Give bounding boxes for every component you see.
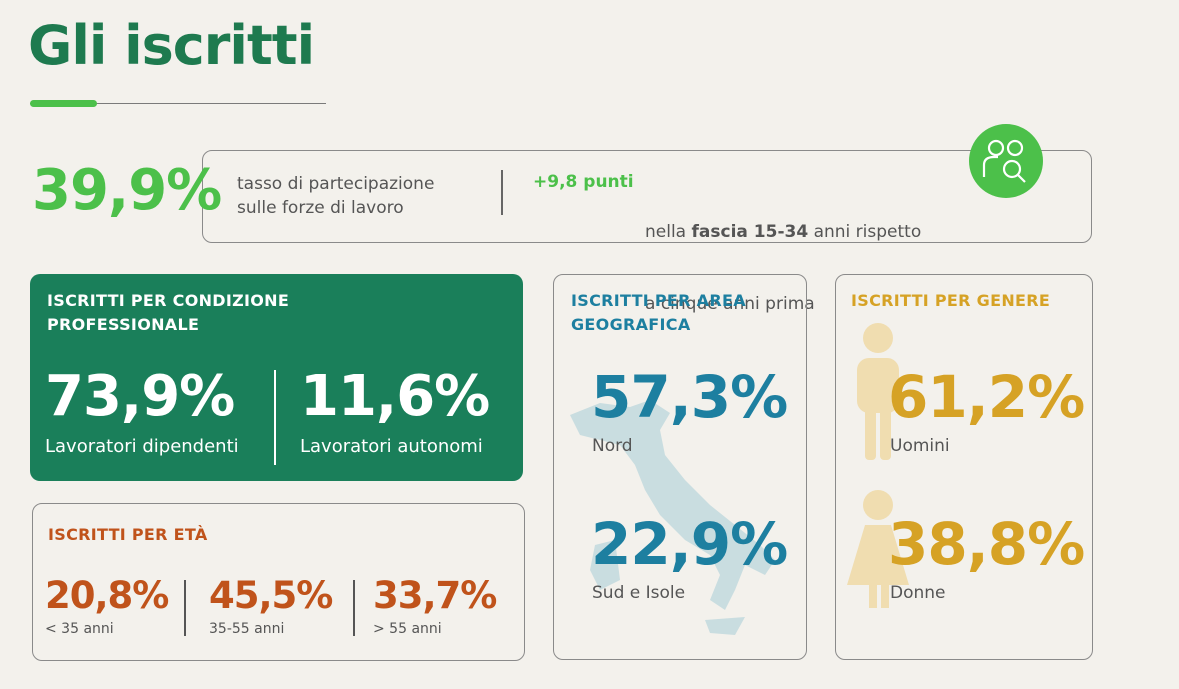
divider xyxy=(274,370,276,465)
highlight: +9,8 punti xyxy=(533,172,634,192)
divider xyxy=(184,580,186,636)
section-title: ISCRITTI PER AREA GEOGRAFICA xyxy=(571,289,746,337)
label: Lavoratori autonomi xyxy=(300,436,483,457)
note-line: nella fascia 15-34 anni rispetto xyxy=(645,220,921,244)
title-line: GEOGRAFICA xyxy=(571,315,691,334)
title-accent xyxy=(30,100,97,107)
label: Uomini xyxy=(890,436,950,456)
value: 20,8% xyxy=(45,574,169,617)
gender-box xyxy=(835,274,1093,660)
title-line: ISCRITTI PER CONDIZIONE xyxy=(47,291,290,310)
note: nella fascia 15-34 anni rispetto a cinqu… xyxy=(645,172,921,340)
label-line: sulle forze di lavoro xyxy=(237,198,404,218)
divider xyxy=(501,170,503,215)
label: 35-55 anni xyxy=(209,621,285,637)
label-line: tasso di partecipazione xyxy=(237,174,435,194)
note-text: nella xyxy=(645,222,692,242)
participation-box xyxy=(202,150,1092,243)
italy-map xyxy=(570,400,775,635)
title-rule xyxy=(30,103,326,104)
value: 57,3% xyxy=(591,363,788,431)
value: 11,6% xyxy=(300,364,490,429)
label: Lavoratori dipendenti xyxy=(45,436,239,457)
divider xyxy=(353,580,355,636)
note-text: anni rispetto xyxy=(808,222,922,242)
condition-box xyxy=(30,274,523,481)
section-title: ISCRITTI PER ETÀ xyxy=(48,525,208,544)
area-box xyxy=(553,274,807,660)
label: < 35 anni xyxy=(45,621,114,637)
value: 38,8% xyxy=(888,510,1085,578)
participation-value: 39,9% xyxy=(32,158,222,223)
label: Sud e Isole xyxy=(592,583,686,603)
value: 33,7% xyxy=(373,574,497,617)
value: 45,5% xyxy=(209,574,333,617)
note-bold: fascia 15-34 xyxy=(691,222,809,242)
value: 22,9% xyxy=(591,510,788,578)
label: > 55 anni xyxy=(373,621,442,637)
label: Nord xyxy=(592,436,633,456)
note-line: a cinque anni prima xyxy=(645,294,815,314)
page-title: Gli iscritti xyxy=(28,14,315,77)
title-line: PROFESSIONALE xyxy=(47,315,200,334)
age-box xyxy=(32,503,525,661)
label: Donne xyxy=(890,583,946,603)
value: 73,9% xyxy=(45,364,235,429)
section-title: ISCRITTI PER CONDIZIONE PROFESSIONALE xyxy=(47,289,289,337)
section-title: ISCRITTI PER GENERE xyxy=(851,291,1051,310)
value: 61,2% xyxy=(888,363,1085,431)
participation-label: tasso di partecipazione sulle forze di l… xyxy=(237,172,434,220)
people-icon xyxy=(969,124,1043,198)
title-line: ISCRITTI PER AREA xyxy=(571,291,746,310)
gender-icons xyxy=(847,323,909,608)
